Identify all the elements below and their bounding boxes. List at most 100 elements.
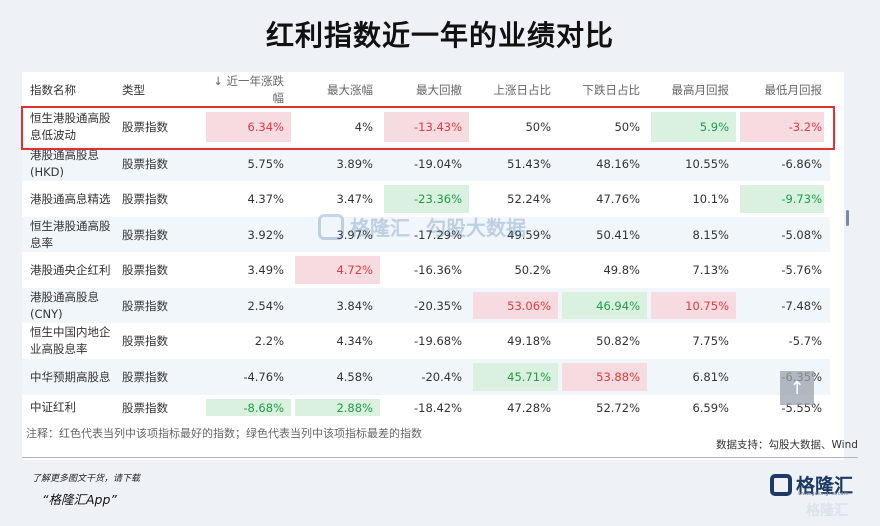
column-header[interactable]: 指数名称 [30, 82, 76, 97]
scrollbar[interactable] [846, 210, 849, 226]
metric-value: 53.06% [507, 298, 551, 313]
metric-value: 52.72% [596, 400, 640, 415]
metric-value: -16.36% [414, 263, 462, 277]
metric-cell: 47.76% [560, 181, 649, 217]
metric-value: 4.58% [336, 370, 373, 384]
metric-cell: 7.13% [649, 252, 738, 288]
metric-value: 50.82% [596, 334, 640, 348]
metric-cell: -13.43% [382, 108, 471, 146]
table-row[interactable]: 港股通高息精选 股票指数 4.37% 3.47% -23.36% 52.24% 47.76%… [22, 181, 830, 217]
table-row[interactable]: 恒生中国内地企业高股息率 股票指数 2.2% 4.34% -19.68% 49.18% 50… [22, 323, 830, 359]
metric-value: -17.29% [414, 227, 462, 242]
index-name: 港股通高息精选 [30, 191, 111, 206]
metric-cell: 3.89% [293, 146, 382, 181]
metric-cell: 6.34% [204, 108, 293, 146]
promo-app-name: “格隆汇App” [42, 492, 117, 507]
table-row[interactable]: 恒生港股通高股息率 股票指数 3.92% 3.97% -17.29% 49.59% 50.4… [22, 217, 830, 252]
metric-cell: 4.34% [293, 323, 382, 359]
metric-value: 10.75% [685, 298, 729, 313]
metric-value: 6.81% [692, 370, 729, 384]
column-header[interactable]: 上涨日占比 [493, 82, 552, 97]
table-row[interactable]: 恒生港股通高股息低波动 股票指数 6.34% 4% -13.43% 50% 50% 5.9% -… [22, 108, 830, 146]
metric-cell: 51.43% [471, 146, 560, 181]
table-row[interactable]: 中华预期高股息 股票指数 -4.76% 4.58% -20.4% 45.71% 53.88%… [22, 359, 830, 395]
column-header[interactable]: 最大涨幅 [327, 82, 373, 97]
metric-cell: 3.97% [293, 217, 382, 252]
metric-value: 47.28% [507, 400, 551, 415]
metric-cell: 4% [293, 108, 382, 146]
metric-cell: -19.04% [382, 146, 471, 181]
metric-value: 4.37% [247, 192, 284, 206]
worst-highlight [740, 185, 824, 213]
brand-url: www.gelonghui.com [798, 491, 849, 497]
metric-cell: 8.15% [649, 217, 738, 252]
metric-value: 2.54% [247, 298, 284, 313]
watermark: 格隆汇 勾股大数据 [318, 212, 526, 241]
metric-cell: 10.55% [649, 146, 738, 181]
table-row[interactable]: 港股通央企红利 股票指数 3.49% 4.72% -16.36% 50.2% 49.8% 7.… [22, 252, 830, 288]
metric-cell: -19.68% [382, 323, 471, 359]
index-name: 港股通高股息(CNY) [30, 289, 99, 321]
metric-value: 4% [354, 120, 373, 134]
worst-highlight [651, 112, 736, 142]
metric-cell: -6.86% [738, 146, 826, 181]
metric-value: 50% [614, 120, 640, 134]
metric-cell: 46.94% [560, 288, 649, 323]
metric-value: 45.71% [507, 370, 551, 384]
comparison-table: 指数名称 类型 ↓ 近一年涨跌幅 最大涨幅 最大回撤 上涨日占比 下跌日占比 最高月回报 最低月… [22, 72, 844, 460]
metric-cell: 7.75% [649, 323, 738, 359]
worst-highlight [473, 363, 558, 391]
metric-cell: 3.92% [204, 217, 293, 252]
table-row[interactable]: 中证红利 股票指数 -8.68% 2.88% -18.42% 47.28% 52.72% 6.… [22, 395, 830, 420]
metric-value: -5.7% [788, 334, 822, 348]
metric-value: 47.76% [596, 192, 640, 206]
worst-highlight [295, 399, 380, 416]
metric-cell: 4.58% [293, 359, 382, 395]
divider [22, 457, 858, 458]
metric-value: -19.68% [414, 334, 462, 348]
metric-value: 50.2% [514, 263, 551, 277]
metric-cell: 52.72% [560, 395, 649, 420]
metric-value: -8.68% [243, 400, 284, 415]
worst-highlight [384, 185, 469, 213]
index-name: 中华预期高股息 [30, 369, 111, 384]
metric-value: -5.08% [781, 227, 822, 242]
metric-cell: -23.36% [382, 181, 471, 217]
metric-value: 7.13% [692, 263, 729, 277]
index-type: 股票指数 [122, 370, 168, 384]
metric-value: -4.76% [243, 370, 284, 384]
metric-cell: 6.81% [649, 359, 738, 395]
metric-cell: 50% [471, 108, 560, 146]
metric-value: -20.4% [421, 370, 462, 384]
best-highlight [740, 112, 824, 142]
metric-cell: -5.76% [738, 252, 826, 288]
index-name: 恒生港股通高股息率 [30, 218, 111, 250]
metric-value: 5.9% [699, 120, 729, 134]
metric-value: -13.43% [414, 120, 462, 134]
index-type: 股票指数 [122, 334, 168, 348]
sort-column-header[interactable]: ↓ 近一年涨跌幅 [213, 74, 284, 105]
index-type: 股票指数 [122, 120, 168, 134]
column-header[interactable]: 类型 [122, 83, 145, 97]
metric-value: 6.34% [247, 120, 284, 134]
worst-highlight [562, 292, 647, 319]
best-highlight [651, 292, 736, 319]
column-header[interactable]: 下跌日占比 [582, 82, 641, 97]
table-row[interactable]: 港股通高股息(HKD) 股票指数 5.75% 3.89% -19.04% 51.43% 48… [22, 146, 830, 181]
metric-value: 3.49% [247, 263, 284, 277]
metric-cell: 49.18% [471, 323, 560, 359]
index-name: 港股通高股息(HKD) [30, 147, 99, 179]
table-row[interactable]: 港股通高股息(CNY) 股票指数 2.54% 3.84% -20.35% 53.06% 46… [22, 288, 830, 323]
metric-cell: 50.41% [560, 217, 649, 252]
metric-cell: -20.4% [382, 359, 471, 395]
scroll-to-top-button[interactable]: ↑ [780, 371, 814, 405]
metric-value: 4.34% [336, 334, 373, 348]
metric-value: 5.75% [247, 156, 284, 171]
metric-value: 6.59% [692, 400, 729, 415]
metric-cell: 10.1% [649, 181, 738, 217]
index-name: 港股通央企红利 [30, 262, 111, 277]
column-header[interactable]: 最低月回报 [764, 82, 823, 97]
column-header[interactable]: 最大回撤 [416, 82, 462, 97]
best-highlight [384, 112, 469, 142]
column-header[interactable]: 最高月回报 [671, 82, 730, 97]
